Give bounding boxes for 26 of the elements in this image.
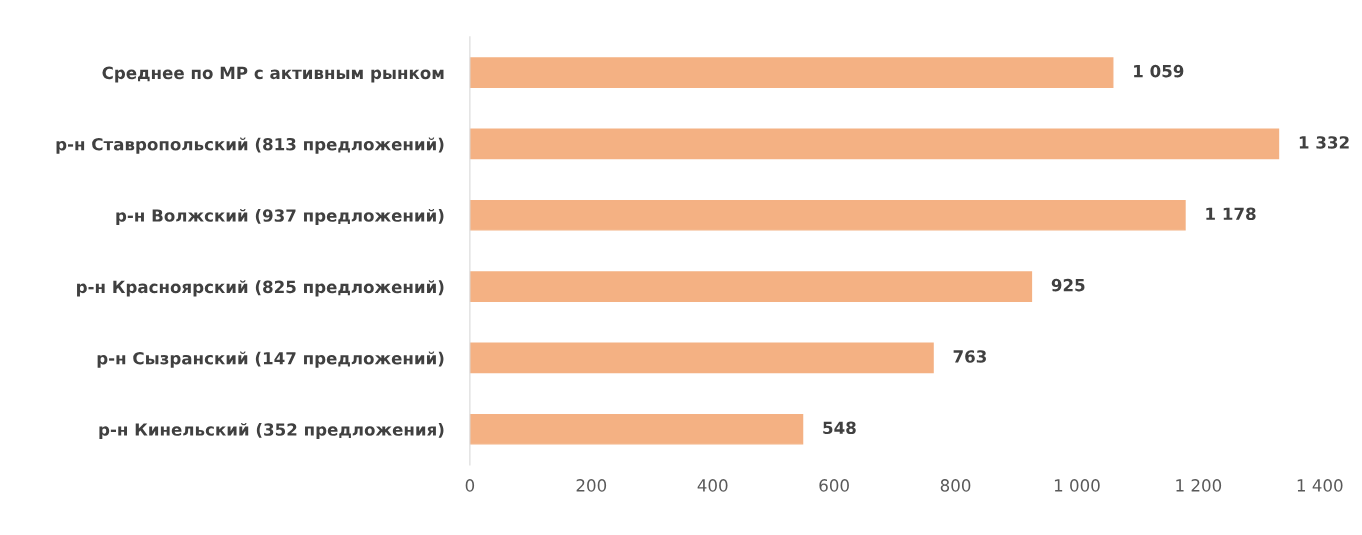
y-tick-label: Среднее по МР с активным рынком — [102, 66, 444, 83]
x-tick-label: 1 000 — [1054, 479, 1100, 492]
x-tick-label: 1 400 — [1297, 479, 1343, 492]
bar — [469, 342, 934, 374]
data-label: 548 — [823, 421, 856, 435]
bar — [469, 413, 804, 445]
y-tick-label: р-н Волжский (937 предложений) — [116, 208, 444, 226]
data-label: 763 — [953, 350, 986, 363]
bar — [469, 128, 1280, 160]
bar — [469, 271, 1033, 302]
bar — [469, 57, 1114, 88]
x-tick-label: 600 — [819, 479, 849, 492]
data-label: 1 178 — [1206, 207, 1256, 221]
y-tick-label: р-н Кинельский (352 предложения) — [99, 422, 444, 440]
x-tick-label: 200 — [576, 479, 607, 492]
x-tick-label: 800 — [940, 479, 971, 492]
y-tick-label: р-н Сызранский (147 предложений) — [97, 351, 444, 368]
y-tick-label: р-н Красноярский (825 предложений) — [77, 280, 444, 297]
bar — [469, 199, 1186, 231]
x-tick-label: 1 200 — [1176, 479, 1222, 492]
x-tick-label: 0 — [465, 479, 475, 492]
data-label: 925 — [1051, 278, 1085, 292]
data-label: 1 332 — [1299, 136, 1349, 149]
data-label: 1 059 — [1134, 64, 1184, 78]
x-tick-label: 400 — [697, 479, 728, 492]
y-tick-label: р-н Ставропольский (813 предложений) — [56, 137, 444, 154]
